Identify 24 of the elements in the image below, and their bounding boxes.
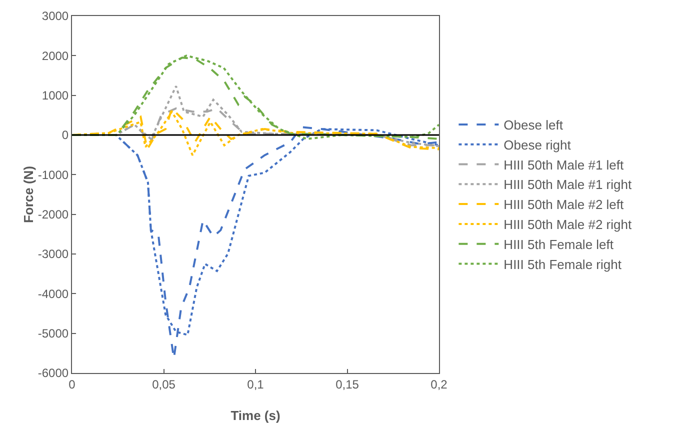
- legend-label: Obese right: [504, 137, 572, 152]
- x-tick-label: 0,1: [247, 377, 264, 392]
- legend-label: HIII 5th Female right: [504, 256, 622, 272]
- y-tick-label: 3000: [42, 9, 69, 24]
- y-tick-label: -2000: [38, 208, 69, 222]
- legend-label: HIII 50th Male #1 right: [504, 177, 632, 192]
- y-tick-label: -1000: [38, 168, 69, 182]
- y-tick-label: -5000: [38, 326, 69, 341]
- x-tick-label: 0,05: [152, 377, 176, 392]
- y-tick-label: -3000: [38, 247, 69, 262]
- x-axis-title: Time (s): [230, 408, 280, 423]
- legend-label: HIII 50th Male #2 right: [504, 217, 632, 232]
- y-axis-title: Force (N): [20, 166, 36, 224]
- legend-label: Obese left: [504, 118, 564, 133]
- y-tick-label: 0: [62, 128, 69, 142]
- x-tick-label: 0,15: [336, 377, 360, 392]
- x-tick-label: 0,2: [430, 377, 448, 392]
- y-tick-label: 1000: [42, 88, 69, 103]
- y-tick-label: 2000: [42, 48, 69, 63]
- legend-label: HIII 50th Male #2 left: [504, 197, 624, 212]
- y-tick-label: -6000: [38, 366, 69, 380]
- legend-label: HIII 5th Female left: [504, 236, 614, 252]
- legend-label: HIII 50th Male #1 left: [504, 157, 624, 172]
- y-tick-label: -4000: [38, 286, 69, 301]
